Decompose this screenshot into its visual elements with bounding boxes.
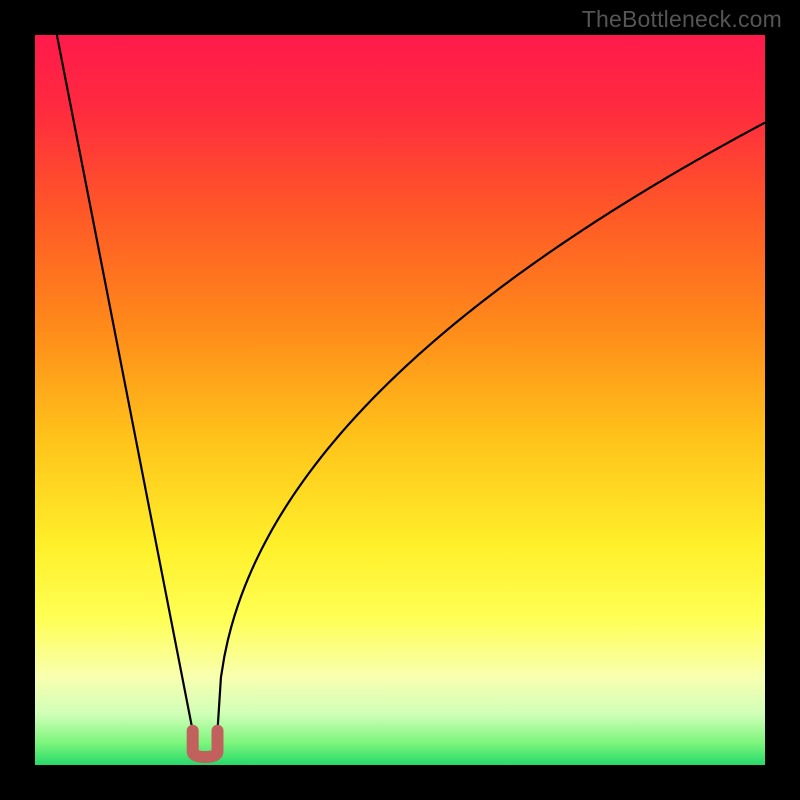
plot-area bbox=[35, 35, 765, 765]
gradient-background bbox=[35, 35, 765, 765]
plot-svg bbox=[35, 35, 765, 765]
watermark-text: TheBottleneck.com bbox=[582, 6, 782, 33]
